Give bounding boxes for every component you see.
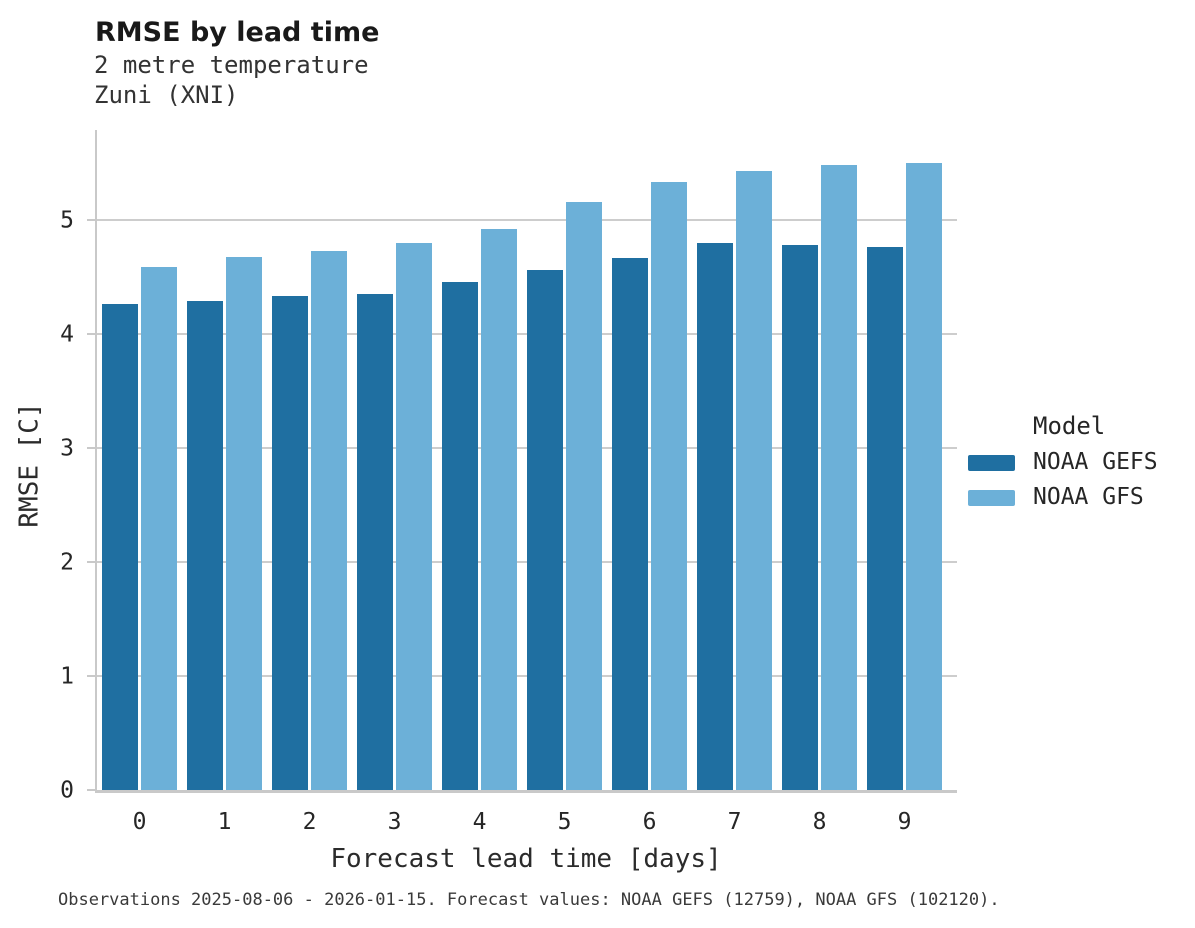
y-tick-mark-3 [87,447,95,450]
y-axis-label: RMSE [C] [15,402,46,528]
bar-group-day-2 [267,130,352,790]
y-tick-label-3: 3 [60,435,74,462]
legend-title: Model [1033,412,1106,440]
bar-noaa-gefs-day-7 [697,242,733,790]
bar-noaa-gefs-day-0 [102,304,138,790]
bar-group-day-7 [692,130,777,790]
bar-group-day-9 [862,130,947,790]
y-tick-mark-1 [87,675,95,678]
bar-noaa-gfs-day-3 [396,242,432,790]
chart-subtitle-variable: 2 metre temperature [94,51,369,79]
bar-group-day-8 [777,130,862,790]
legend-label-noaa-gfs: NOAA GFS [1033,484,1144,510]
bar-noaa-gfs-day-7 [736,171,772,790]
y-tick-label-0: 0 [60,777,74,804]
bar-noaa-gefs-day-3 [357,294,393,790]
bar-group-day-6 [607,130,692,790]
bar-group-day-3 [352,130,437,790]
bar-group-day-4 [437,130,522,790]
y-axis-label-wrap: RMSE [C] [8,330,52,600]
x-tick-label-1: 1 [217,809,232,835]
bar-noaa-gefs-day-6 [612,257,648,790]
bar-noaa-gefs-day-5 [527,270,563,790]
y-tick-mark-2 [87,561,95,564]
legend-label-noaa-gefs: NOAA GEFS [1033,449,1158,475]
legend-swatch-noaa-gfs [968,489,1015,506]
x-tick-label-7: 7 [727,809,742,835]
bar-noaa-gefs-day-8 [782,245,818,790]
bar-group-day-1 [182,130,267,790]
bar-noaa-gefs-day-1 [187,301,223,790]
bar-noaa-gfs-day-2 [311,250,347,790]
bar-group-day-5 [522,130,607,790]
bar-noaa-gfs-day-8 [821,165,857,790]
legend: Model NOAA GEFS NOAA GFS [968,414,1158,521]
legend-item-noaa-gfs: NOAA GFS [968,486,1158,509]
y-tick-label-1: 1 [60,663,74,690]
y-tick-label-2: 2 [60,549,74,576]
chart-title: RMSE by lead time [95,17,380,48]
bar-noaa-gefs-day-4 [442,281,478,790]
x-axis-label: Forecast lead time [days] [330,844,722,874]
bar-noaa-gfs-day-4 [481,229,517,790]
bar-noaa-gfs-day-6 [651,182,687,790]
bar-noaa-gefs-day-2 [272,296,308,790]
x-tick-label-3: 3 [387,809,402,835]
footer-caption: Observations 2025-08-06 - 2026-01-15. Fo… [58,890,1000,910]
x-tick-label-6: 6 [642,809,657,835]
gridline-y5 [97,219,957,222]
y-tick-mark-5 [87,219,95,222]
legend-item-noaa-gefs: NOAA GEFS [968,451,1158,474]
plot-area: 0 1 2 3 4 5 [60,130,957,802]
x-tick-label-4: 4 [472,809,487,835]
y-tick-label-5: 5 [60,207,74,234]
bar-noaa-gfs-day-1 [226,256,262,790]
x-axis-tick-labels: 0 1 2 3 4 5 6 7 8 9 [97,809,957,835]
x-tick-label-2: 2 [302,809,317,835]
bar-group-day-0 [97,130,182,790]
x-tick-label-0: 0 [132,809,147,835]
bar-noaa-gefs-day-9 [867,247,903,790]
bar-noaa-gfs-day-9 [906,163,942,790]
legend-items: NOAA GEFS NOAA GFS [968,451,1158,509]
x-tick-label-9: 9 [897,809,912,835]
legend-swatch-noaa-gefs [968,454,1015,471]
x-tick-label-8: 8 [812,809,827,835]
chart-subtitle-station: Zuni (XNI) [94,81,239,109]
y-tick-mark-4 [87,333,95,336]
y-tick-mark-0 [87,789,95,791]
x-tick-label-5: 5 [557,809,572,835]
y-tick-label-4: 4 [60,321,74,348]
bar-noaa-gfs-day-5 [566,201,602,790]
bar-noaa-gfs-day-0 [141,266,177,790]
bars-container [97,130,957,790]
